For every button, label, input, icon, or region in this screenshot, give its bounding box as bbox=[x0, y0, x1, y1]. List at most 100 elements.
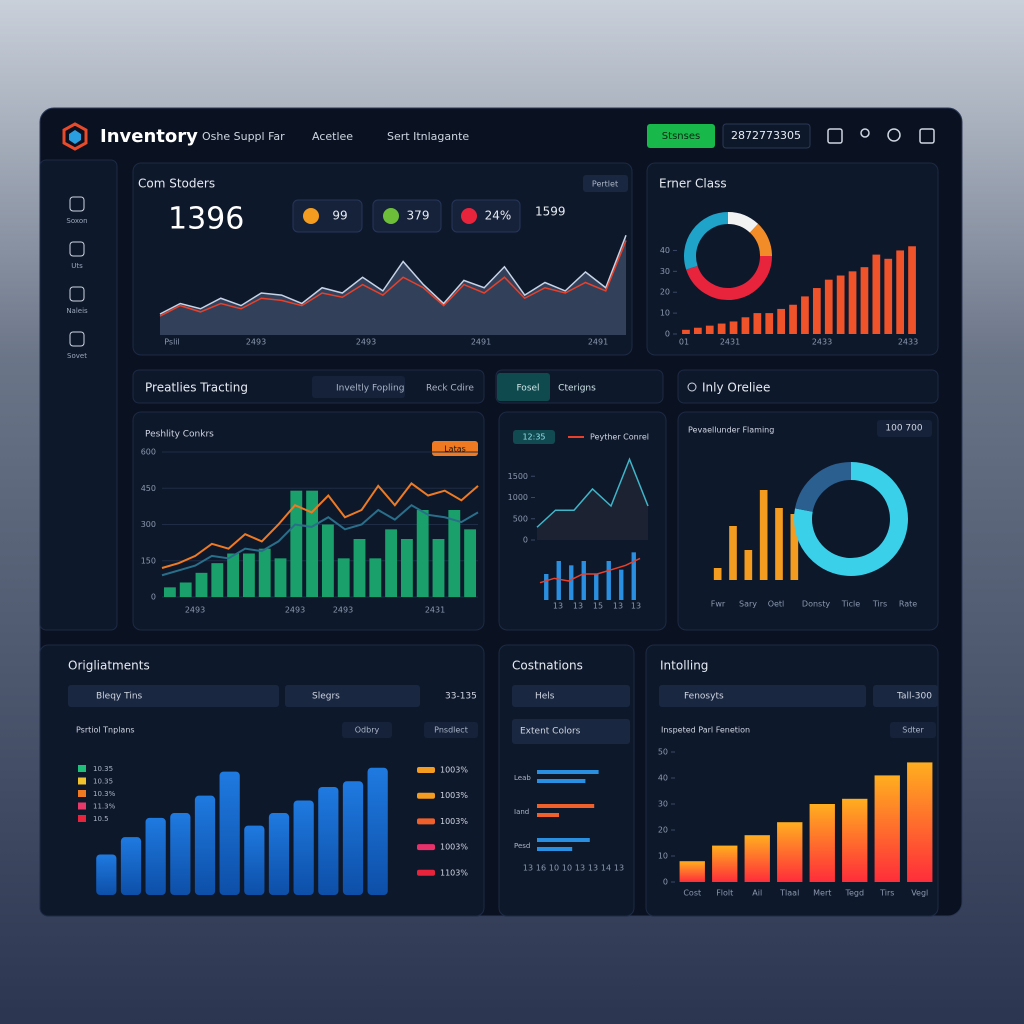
icon[interactable] bbox=[860, 128, 870, 138]
dropdown[interactable] bbox=[659, 685, 866, 707]
stat-swatch bbox=[417, 792, 435, 799]
button[interactable] bbox=[342, 722, 392, 738]
bar bbox=[744, 835, 770, 882]
sidebar-label: Uts bbox=[71, 262, 83, 270]
bar bbox=[777, 822, 803, 882]
x-tick-label: 2493 bbox=[285, 606, 305, 615]
nav-item: Sert Itnlagante bbox=[387, 130, 469, 143]
button[interactable] bbox=[890, 722, 936, 738]
sidebar-label: Sovet bbox=[67, 352, 87, 360]
chip-icon bbox=[383, 208, 399, 224]
tab[interactable] bbox=[312, 376, 405, 398]
tab[interactable] bbox=[497, 373, 550, 401]
area-fill bbox=[160, 235, 626, 335]
bar bbox=[765, 313, 774, 334]
bar bbox=[777, 308, 786, 334]
x-tick-label: Tegd bbox=[844, 889, 864, 898]
x-tick-label: 13 bbox=[575, 864, 585, 873]
sidebar-icon bbox=[69, 331, 85, 347]
bar bbox=[195, 572, 208, 597]
bar bbox=[432, 539, 445, 597]
bar bbox=[729, 526, 737, 580]
legend-swatch bbox=[78, 790, 86, 797]
dropdown[interactable] bbox=[512, 719, 630, 744]
line bbox=[539, 557, 641, 584]
panel-title: Erner Class bbox=[659, 177, 727, 191]
icon[interactable] bbox=[919, 128, 935, 144]
panel-title: Origliatments bbox=[68, 659, 150, 673]
bar bbox=[537, 847, 573, 851]
bar bbox=[342, 781, 364, 895]
dropdown[interactable] bbox=[873, 685, 938, 707]
search-text: 2872773305 bbox=[731, 129, 801, 142]
donut-segment bbox=[686, 255, 772, 300]
dropdown[interactable] bbox=[68, 685, 279, 707]
y-tick-label: 50 bbox=[658, 748, 668, 757]
bar bbox=[537, 804, 595, 808]
bar bbox=[907, 762, 933, 882]
x-tick-label: 2491 bbox=[588, 338, 608, 347]
stat-label: 1003% bbox=[440, 766, 468, 775]
icon[interactable] bbox=[887, 128, 901, 142]
button[interactable] bbox=[424, 722, 478, 738]
bar bbox=[96, 854, 117, 895]
sidebar-label: Soxon bbox=[66, 217, 87, 225]
icon[interactable] bbox=[827, 128, 843, 144]
bar bbox=[219, 771, 240, 895]
chip bbox=[372, 199, 442, 233]
bar bbox=[753, 313, 762, 334]
x-tick-label: 2433 bbox=[898, 338, 918, 347]
x-tick-label: 13 bbox=[613, 602, 623, 611]
panel-title: Preatlies Tracting bbox=[145, 381, 248, 395]
y-tick-label: 450 bbox=[141, 484, 156, 493]
chip-value: 24% bbox=[485, 209, 512, 223]
legend-label: 10.35 bbox=[93, 765, 113, 773]
donut-segment bbox=[727, 212, 759, 233]
legend-label: 10.35 bbox=[93, 778, 113, 786]
button-label: Stsnses bbox=[662, 131, 700, 142]
dropdown[interactable] bbox=[285, 685, 420, 707]
x-tick-label: 14 bbox=[601, 864, 611, 873]
bar bbox=[537, 838, 590, 842]
x-tick-label: Pslil bbox=[164, 338, 180, 347]
y-tick-label: 0 bbox=[523, 536, 528, 545]
bar bbox=[537, 770, 599, 774]
logo bbox=[69, 130, 81, 144]
button[interactable] bbox=[583, 175, 628, 192]
sidebar bbox=[39, 159, 118, 631]
legend-label: 11.3% bbox=[93, 803, 116, 811]
legend-label: 10.3% bbox=[93, 790, 116, 798]
bar bbox=[448, 510, 461, 597]
bar bbox=[848, 271, 857, 334]
bar bbox=[244, 825, 265, 895]
y-tick-label: 10 bbox=[660, 309, 670, 318]
bar bbox=[544, 574, 549, 600]
dropdown[interactable] bbox=[512, 685, 630, 707]
nav-item: Acetlee bbox=[312, 130, 353, 143]
legend-swatch bbox=[78, 777, 86, 785]
y-tick-label: 40 bbox=[658, 774, 668, 783]
dropdown-label: Fenosyts bbox=[684, 692, 724, 702]
panel-title: Com Stoders bbox=[138, 177, 215, 191]
chip bbox=[292, 199, 363, 233]
panel-title: Intolling bbox=[660, 659, 708, 673]
x-tick-label: Sary bbox=[739, 600, 757, 609]
y-tick-label: 30 bbox=[658, 800, 668, 809]
line bbox=[159, 234, 627, 315]
button-label: Odbry bbox=[355, 726, 380, 735]
x-tick-label: Tirs bbox=[879, 889, 894, 898]
x-tick-label: 2493 bbox=[185, 606, 205, 615]
bar bbox=[824, 279, 833, 334]
x-tick-label: Rate bbox=[899, 600, 917, 609]
x-tick-label: 13 bbox=[553, 602, 563, 611]
bar bbox=[569, 565, 574, 600]
search-box[interactable] bbox=[722, 123, 811, 149]
y-tick-label: 0 bbox=[151, 593, 156, 602]
button[interactable] bbox=[647, 124, 715, 148]
stat-label: 1003% bbox=[440, 843, 468, 852]
bar bbox=[369, 558, 382, 597]
legend-swatch bbox=[78, 802, 86, 810]
bar bbox=[705, 325, 714, 334]
logo bbox=[62, 122, 88, 151]
